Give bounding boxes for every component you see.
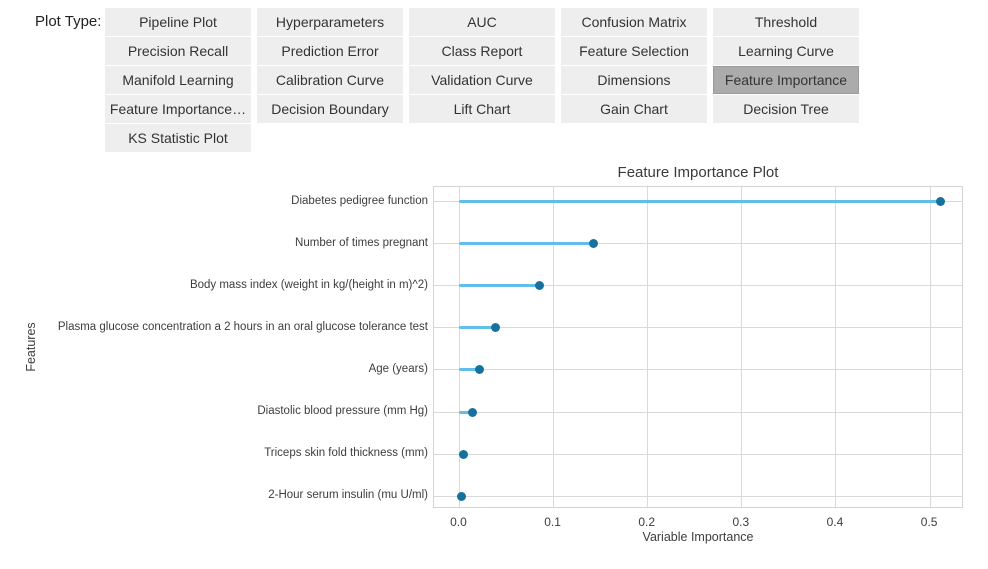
plot-type-button[interactable]: Pipeline Plot <box>105 8 251 36</box>
plot-type-button-selected[interactable]: Feature Importance <box>713 66 859 94</box>
lollipop-stem <box>459 410 473 414</box>
x-tick-label: 0.1 <box>544 515 561 529</box>
gridline-horizontal <box>434 327 962 329</box>
lollipop-stem <box>459 284 540 288</box>
plot-type-button[interactable]: Feature Importance… <box>105 95 251 123</box>
plot-type-button[interactable]: Decision Tree <box>713 95 859 123</box>
gridline-horizontal <box>434 369 962 371</box>
plot-type-button[interactable]: Validation Curve <box>409 66 555 94</box>
lollipop-dot <box>534 281 544 291</box>
gridline-vertical <box>458 187 460 507</box>
plot-type-button[interactable]: AUC <box>409 8 555 36</box>
gridline-horizontal <box>434 285 962 287</box>
lollipop-stem <box>459 326 496 330</box>
plot-type-button[interactable]: Dimensions <box>561 66 707 94</box>
plot-type-button[interactable]: Threshold <box>713 8 859 36</box>
feature-tick-label: Body mass index (weight in kg/(height in… <box>189 278 428 291</box>
gridline-vertical <box>647 187 649 507</box>
plot-type-button[interactable]: Learning Curve <box>713 37 859 65</box>
lollipop-dot <box>588 239 598 249</box>
plot-type-button[interactable]: Hyperparameters <box>257 8 403 36</box>
lollipop-stem <box>459 200 941 203</box>
x-tick-label: 0.5 <box>920 515 938 529</box>
feature-tick-label: Diastolic blood pressure (mm Hg) <box>257 405 428 417</box>
x-tick-label: 0.0 <box>450 515 467 529</box>
feature-tick-label: Diabetes pedigree function <box>291 194 428 207</box>
feature-tick-label: Triceps skin fold thickness (mm) <box>264 447 428 460</box>
plot-area <box>433 186 963 508</box>
x-tick-label: 0.2 <box>638 515 656 529</box>
gridline-horizontal <box>434 453 962 455</box>
plot-type-button[interactable]: Manifold Learning <box>105 66 251 94</box>
feature-tick-label: Age (years) <box>368 362 428 375</box>
plot-type-button[interactable]: Calibration Curve <box>257 66 403 94</box>
plot-type-button[interactable]: Gain Chart <box>561 95 707 123</box>
lollipop-dot <box>458 449 468 459</box>
plot-type-label: Plot Type: <box>35 13 102 30</box>
feature-tick-label: Plasma glucose concentration a 2 hours i… <box>57 320 428 333</box>
lollipop-dot <box>935 197 945 206</box>
lollipop-dot <box>490 323 500 333</box>
plot-type-button[interactable]: KS Statistic Plot <box>105 124 251 152</box>
feature-tick-label: Number of times pregnant <box>295 236 428 249</box>
plot-type-grid: Pipeline Plot Hyperparameters AUC Confusion… <box>105 8 859 152</box>
gridline-vertical <box>741 187 743 507</box>
lollipop-dot <box>474 365 484 375</box>
plot-type-button[interactable]: Class Report <box>409 37 555 65</box>
plot-type-button[interactable]: Decision Boundary <box>257 95 403 123</box>
plot-type-button[interactable]: Feature Selection <box>561 37 707 65</box>
y-axis-label: Features <box>24 322 38 372</box>
plot-type-button[interactable]: Prediction Error <box>257 37 403 65</box>
gridline-horizontal <box>434 411 962 413</box>
gridline-horizontal <box>434 243 962 245</box>
plot-type-button[interactable]: Confusion Matrix <box>561 8 707 36</box>
feature-tick-label: 2-Hour serum insulin (mu U/ml) <box>268 489 428 502</box>
lollipop-stem <box>459 242 594 246</box>
gridline-vertical <box>553 187 555 507</box>
x-tick-label: 0.3 <box>732 515 750 529</box>
lollipop-dot <box>456 491 466 501</box>
chart-title: Feature Importance Plot <box>617 164 779 181</box>
plot-type-button[interactable]: Precision Recall <box>105 37 251 65</box>
lollipop-dot <box>468 407 478 417</box>
plot-type-button[interactable]: Lift Chart <box>409 95 555 123</box>
lollipop-stem <box>459 368 480 372</box>
gridline-vertical <box>835 187 837 507</box>
gridline-vertical <box>929 187 931 507</box>
gridline-horizontal <box>434 495 962 497</box>
x-axis-label: Variable Importance <box>642 530 754 544</box>
x-tick-label: 0.4 <box>826 515 844 529</box>
